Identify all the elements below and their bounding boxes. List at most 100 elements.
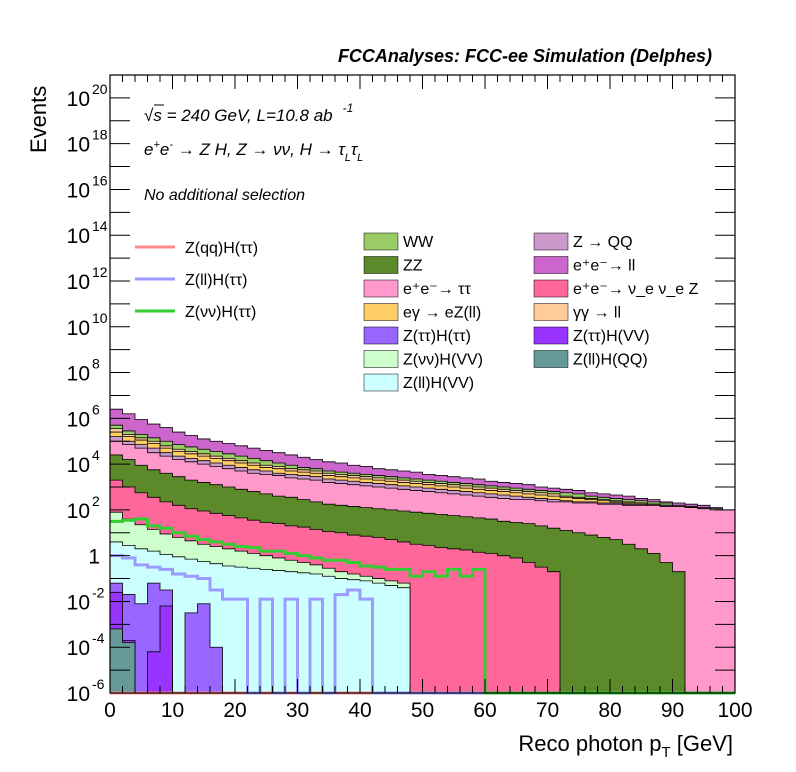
annotation-process: e+e- → Z H, Z → νν, H → τLτL — [144, 139, 363, 164]
legend-swatch-z-h — [363, 326, 399, 345]
x-tick-label-0: 0 — [104, 699, 116, 722]
legend-swatch-z-qq — [533, 232, 569, 251]
bar-z-h-7 — [197, 603, 210, 693]
legend-label-ww: WW — [403, 234, 434, 251]
y-tick-label-12: 10 — [67, 134, 90, 157]
legend-label-e-ez-ll: eγ → eZ(ll) — [403, 305, 481, 322]
x-tick-label-7: 70 — [536, 699, 559, 722]
y-tick-label-10: 10 — [67, 225, 90, 248]
stack-outline-e-ez-ll — [110, 431, 735, 511]
legend-label-e-e-ll: e⁺e⁻→ ll — [573, 258, 635, 275]
bar-e-e-e-e-z-29 — [472, 552, 485, 693]
bar-e-e-e-e-z-26 — [435, 547, 448, 693]
bar-zz-36 — [560, 530, 573, 693]
legend-line-label-z-qq-h: Z(qq)H(ττ) — [185, 240, 258, 257]
annotation-block: √s = 240 GeV, L=10.8 ab -1 e+e- → Z H, Z … — [144, 101, 363, 204]
bar-zz-45 — [672, 571, 685, 693]
bar-z-ll-h-vv-17 — [322, 576, 335, 693]
y-tick-label-2: 10 — [67, 637, 90, 660]
bar-e-e-e-e-z-35 — [547, 571, 560, 693]
legend-swatch-zz — [363, 256, 399, 274]
stack-outline-e-e — [110, 440, 735, 511]
y-tick-label-0: 1 — [88, 546, 100, 569]
legend-swatch-e-ez-ll — [363, 303, 399, 321]
legend-label-ll: γγ → ll — [573, 305, 621, 322]
bar-z-ll-h-vv-10 — [235, 567, 248, 693]
x-tick-label-6: 60 — [473, 699, 496, 722]
x-axis-label-sub: T — [661, 744, 670, 761]
stack-outline-z-qq — [110, 436, 735, 511]
bar-z-h-8 — [210, 647, 223, 693]
x-tick-label-8: 80 — [598, 699, 621, 722]
x-axis-label: Reco photon pT [GeV] — [518, 731, 733, 761]
bar-zz-39 — [597, 537, 610, 693]
x-tick-label-5: 50 — [411, 699, 434, 722]
bar-z-ll-h-vv-11 — [247, 568, 260, 693]
bar-zz-38 — [585, 535, 598, 693]
x-tick-label-9: 90 — [661, 699, 684, 722]
legend-label-zz: ZZ — [403, 258, 423, 275]
bar-zz-43 — [647, 553, 660, 693]
bar-z-ll-h-vv-12 — [260, 569, 273, 693]
bar-zz-44 — [660, 562, 673, 693]
bar-z-ll-h-vv-19 — [347, 579, 360, 693]
bar-e-e-e-e-z-27 — [447, 548, 460, 693]
legend-label-z-ll-h-vv: Z(ll)H(VV) — [403, 375, 474, 392]
y-tick-label-9: 10 — [67, 271, 90, 294]
legend-swatch-e-e-ll — [533, 256, 569, 274]
y-tick-exponent-9: 12 — [92, 264, 108, 280]
legend-swatch-z-h-vv — [533, 326, 569, 345]
bar-z-h-6 — [185, 612, 198, 693]
stack-outline-zz — [110, 454, 735, 694]
y-tick-exponent-7: 8 — [92, 356, 100, 372]
bar-z-ll-h-vv-13 — [272, 570, 285, 693]
stack-outline-e-e-e-e-z — [110, 479, 735, 694]
x-axis: 0 10 20 30 40 50 60 70 80 90 100 — [104, 75, 753, 722]
bar-e-e-e-e-z-31 — [497, 555, 510, 693]
bar-z-h-vv-4 — [160, 606, 173, 693]
legend-label-z-h-vv: Z(ττ)H(VV) — [573, 328, 650, 345]
legend-label-e-e: e⁺e⁻→ ττ — [403, 281, 471, 298]
bar-z-h-2 — [135, 603, 148, 693]
legend-swatch-z-h-vv — [363, 350, 399, 368]
stack-outline-e-e-ll — [110, 408, 735, 511]
bar-e-e-46 — [685, 507, 698, 693]
x-tick-label-1: 10 — [161, 699, 184, 722]
y-tick-label-8: 10 — [67, 317, 90, 340]
bar-z-ll-h-vv-15 — [297, 572, 310, 693]
y-tick-exponent-11: 16 — [92, 172, 108, 188]
y-tick-label-11: 10 — [67, 179, 90, 202]
bar-z-ll-h-vv-21 — [372, 583, 385, 693]
legend-line-label-z-ll-h: Z(ll)H(ττ) — [185, 272, 247, 289]
y-tick-exponent-2: -4 — [92, 630, 105, 646]
y-tick-label-3: 10 — [67, 591, 90, 614]
bar-z-ll-h-vv-9 — [222, 565, 235, 693]
y-tick-label-5: 10 — [67, 454, 90, 477]
legend-swatch-e-e — [363, 279, 399, 298]
bar-zz-40 — [610, 539, 623, 693]
bar-z-ll-h-vv-23 — [397, 587, 410, 693]
bar-e-e-e-e-z-32 — [510, 557, 523, 693]
y-tick-exponent-4: 2 — [92, 493, 100, 509]
y-tick-exponent-1: -6 — [92, 676, 105, 692]
x-tick-label-4: 40 — [348, 699, 371, 722]
bar-z-ll-h-vv-5 — [172, 556, 185, 693]
bar-zz-41 — [622, 544, 635, 693]
bar-zz-37 — [572, 532, 585, 693]
legend-label-z-h-vv: Z(νν)H(VV) — [403, 352, 483, 369]
legend-swatch-ll — [533, 303, 569, 321]
bar-e-e-47 — [697, 508, 710, 693]
bar-e-e-e-e-z-30 — [485, 553, 498, 693]
bar-z-h-vv-3 — [147, 651, 160, 693]
x-tick-label-3: 30 — [286, 699, 309, 722]
bar-z-ll-h-qq-0 — [110, 628, 123, 693]
y-tick-exponent-12: 18 — [92, 127, 108, 143]
y-tick-exponent-3: -2 — [92, 584, 105, 600]
y-tick-label-6: 10 — [67, 408, 90, 431]
legend-swatch-z-ll-h-qq — [533, 350, 569, 368]
chart-title: FCCAnalyses: FCC-ee Simulation (Delphes) — [338, 46, 712, 66]
y-tick-exponent-10: 14 — [92, 218, 108, 234]
legend-label-z-ll-h-qq: Z(ll)H(QQ) — [573, 352, 648, 369]
